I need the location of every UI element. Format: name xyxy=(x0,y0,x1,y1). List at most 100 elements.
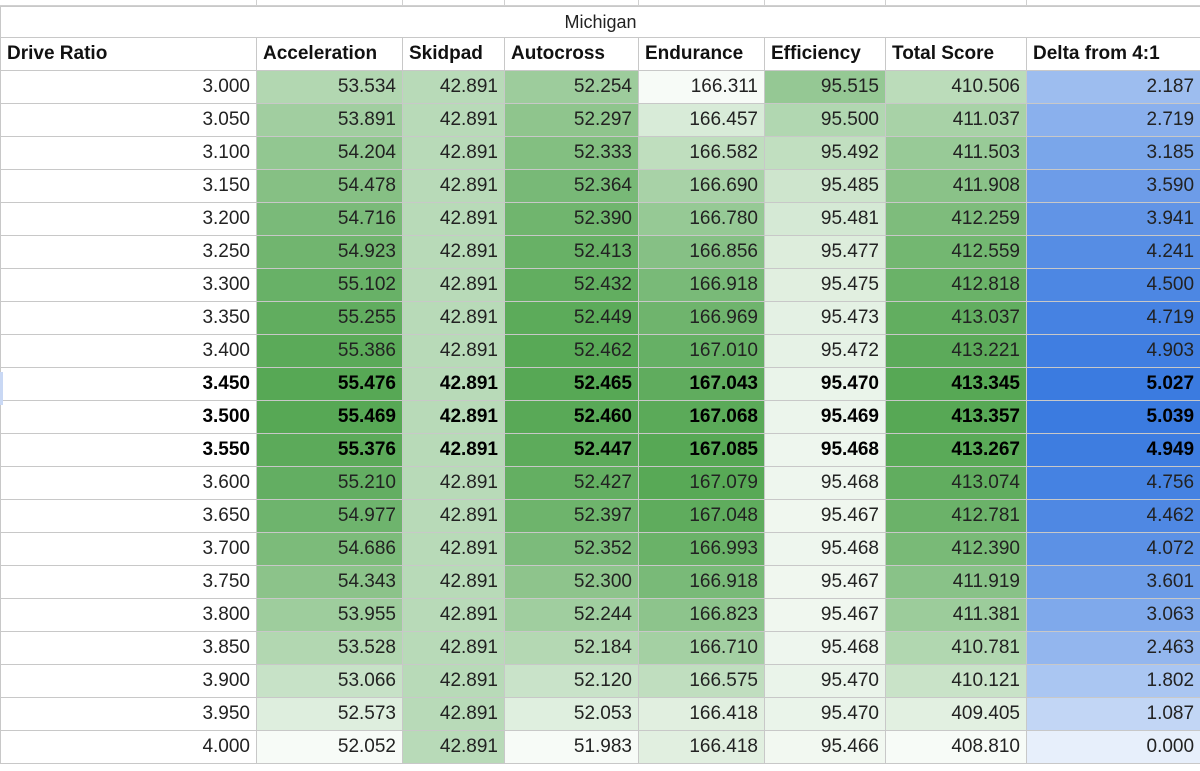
acceleration-cell[interactable]: 54.716 xyxy=(256,202,403,236)
endurance-cell[interactable]: 166.969 xyxy=(638,301,765,335)
total-score-cell[interactable]: 412.259 xyxy=(885,202,1027,236)
efficiency-cell[interactable]: 95.466 xyxy=(764,730,886,764)
delta-cell[interactable]: 1.087 xyxy=(1025,697,1200,731)
acceleration-cell[interactable]: 55.102 xyxy=(256,268,403,302)
total-score-cell[interactable]: 410.121 xyxy=(885,664,1027,698)
delta-cell[interactable]: 1.802 xyxy=(1025,664,1200,698)
efficiency-cell[interactable]: 95.469 xyxy=(764,400,886,434)
delta-cell[interactable]: 4.241 xyxy=(1025,235,1200,269)
efficiency-cell[interactable]: 95.475 xyxy=(764,268,886,302)
endurance-cell[interactable]: 166.856 xyxy=(638,235,765,269)
acceleration-cell[interactable]: 54.478 xyxy=(256,169,403,203)
drive-ratio-cell[interactable]: 3.450 xyxy=(0,367,257,401)
drive-ratio-cell[interactable]: 3.700 xyxy=(0,532,257,566)
endurance-cell[interactable]: 167.010 xyxy=(638,334,765,368)
drive-ratio-cell[interactable]: 3.900 xyxy=(0,664,257,698)
autocross-cell[interactable]: 51.983 xyxy=(504,730,639,764)
skidpad-cell[interactable]: 42.891 xyxy=(402,532,505,566)
header-skidpad[interactable]: Skidpad xyxy=(402,37,505,71)
endurance-cell[interactable]: 167.085 xyxy=(638,433,765,467)
total-score-cell[interactable]: 410.506 xyxy=(885,70,1027,104)
efficiency-cell[interactable]: 95.470 xyxy=(764,664,886,698)
acceleration-cell[interactable]: 55.469 xyxy=(256,400,403,434)
drive-ratio-cell[interactable]: 3.400 xyxy=(0,334,257,368)
drive-ratio-cell[interactable]: 3.350 xyxy=(0,301,257,335)
skidpad-cell[interactable]: 42.891 xyxy=(402,70,505,104)
efficiency-cell[interactable]: 95.468 xyxy=(764,433,886,467)
acceleration-cell[interactable]: 53.955 xyxy=(256,598,403,632)
drive-ratio-cell[interactable]: 3.250 xyxy=(0,235,257,269)
delta-cell[interactable]: 5.027 xyxy=(1025,367,1200,401)
delta-cell[interactable]: 4.903 xyxy=(1025,334,1200,368)
autocross-cell[interactable]: 52.449 xyxy=(504,301,639,335)
endurance-cell[interactable]: 166.823 xyxy=(638,598,765,632)
drive-ratio-cell[interactable]: 3.950 xyxy=(0,697,257,731)
skidpad-cell[interactable]: 42.891 xyxy=(402,235,505,269)
autocross-cell[interactable]: 52.254 xyxy=(504,70,639,104)
delta-cell[interactable]: 4.719 xyxy=(1025,301,1200,335)
autocross-cell[interactable]: 52.465 xyxy=(504,367,639,401)
autocross-cell[interactable]: 52.460 xyxy=(504,400,639,434)
total-score-cell[interactable]: 413.074 xyxy=(885,466,1027,500)
total-score-cell[interactable]: 412.818 xyxy=(885,268,1027,302)
header-delta-from-4-1[interactable]: Delta from 4:1 xyxy=(1025,37,1200,71)
autocross-cell[interactable]: 52.333 xyxy=(504,136,639,170)
delta-cell[interactable]: 4.949 xyxy=(1025,433,1200,467)
drive-ratio-cell[interactable]: 3.050 xyxy=(0,103,257,137)
skidpad-cell[interactable]: 42.891 xyxy=(402,664,505,698)
endurance-cell[interactable]: 167.068 xyxy=(638,400,765,434)
autocross-cell[interactable]: 52.390 xyxy=(504,202,639,236)
drive-ratio-cell[interactable]: 3.850 xyxy=(0,631,257,665)
total-score-cell[interactable]: 412.781 xyxy=(885,499,1027,533)
delta-cell[interactable]: 3.601 xyxy=(1025,565,1200,599)
header-drive-ratio[interactable]: Drive Ratio xyxy=(0,37,257,71)
efficiency-cell[interactable]: 95.473 xyxy=(764,301,886,335)
total-score-cell[interactable]: 412.390 xyxy=(885,532,1027,566)
acceleration-cell[interactable]: 55.210 xyxy=(256,466,403,500)
header-total-score[interactable]: Total Score xyxy=(885,37,1027,71)
acceleration-cell[interactable]: 53.534 xyxy=(256,70,403,104)
acceleration-cell[interactable]: 52.052 xyxy=(256,730,403,764)
efficiency-cell[interactable]: 95.515 xyxy=(764,70,886,104)
total-score-cell[interactable]: 413.267 xyxy=(885,433,1027,467)
autocross-cell[interactable]: 52.427 xyxy=(504,466,639,500)
skidpad-cell[interactable]: 42.891 xyxy=(402,136,505,170)
efficiency-cell[interactable]: 95.470 xyxy=(764,697,886,731)
total-score-cell[interactable]: 411.908 xyxy=(885,169,1027,203)
skidpad-cell[interactable]: 42.891 xyxy=(402,367,505,401)
delta-cell[interactable]: 2.463 xyxy=(1025,631,1200,665)
drive-ratio-cell[interactable]: 3.650 xyxy=(0,499,257,533)
acceleration-cell[interactable]: 55.476 xyxy=(256,367,403,401)
total-score-cell[interactable]: 411.381 xyxy=(885,598,1027,632)
endurance-cell[interactable]: 166.690 xyxy=(638,169,765,203)
total-score-cell[interactable]: 411.037 xyxy=(885,103,1027,137)
autocross-cell[interactable]: 52.120 xyxy=(504,664,639,698)
skidpad-cell[interactable]: 42.891 xyxy=(402,631,505,665)
drive-ratio-cell[interactable]: 3.150 xyxy=(0,169,257,203)
endurance-cell[interactable]: 166.582 xyxy=(638,136,765,170)
endurance-cell[interactable]: 166.780 xyxy=(638,202,765,236)
drive-ratio-cell[interactable]: 4.000 xyxy=(0,730,257,764)
autocross-cell[interactable]: 52.413 xyxy=(504,235,639,269)
delta-cell[interactable]: 3.590 xyxy=(1025,169,1200,203)
endurance-cell[interactable]: 166.575 xyxy=(638,664,765,698)
acceleration-cell[interactable]: 55.376 xyxy=(256,433,403,467)
efficiency-cell[interactable]: 95.467 xyxy=(764,499,886,533)
endurance-cell[interactable]: 166.418 xyxy=(638,697,765,731)
delta-cell[interactable]: 0.000 xyxy=(1025,730,1200,764)
autocross-cell[interactable]: 52.364 xyxy=(504,169,639,203)
total-score-cell[interactable]: 408.810 xyxy=(885,730,1027,764)
delta-cell[interactable]: 2.187 xyxy=(1025,70,1200,104)
drive-ratio-cell[interactable]: 3.200 xyxy=(0,202,257,236)
total-score-cell[interactable]: 412.559 xyxy=(885,235,1027,269)
acceleration-cell[interactable]: 54.204 xyxy=(256,136,403,170)
acceleration-cell[interactable]: 53.891 xyxy=(256,103,403,137)
acceleration-cell[interactable]: 52.573 xyxy=(256,697,403,731)
skidpad-cell[interactable]: 42.891 xyxy=(402,433,505,467)
drive-ratio-cell[interactable]: 3.000 xyxy=(0,70,257,104)
endurance-cell[interactable]: 166.710 xyxy=(638,631,765,665)
header-acceleration[interactable]: Acceleration xyxy=(256,37,403,71)
endurance-cell[interactable]: 166.918 xyxy=(638,268,765,302)
total-score-cell[interactable]: 413.037 xyxy=(885,301,1027,335)
autocross-cell[interactable]: 52.352 xyxy=(504,532,639,566)
